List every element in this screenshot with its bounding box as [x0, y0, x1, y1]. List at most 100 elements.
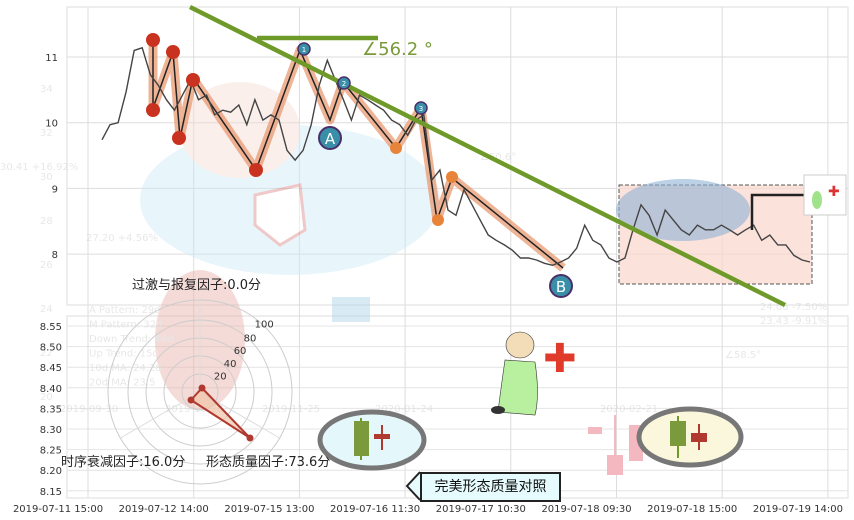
- pattern-marker: [172, 131, 186, 145]
- pattern-marker: [166, 45, 180, 59]
- marker-a: [318, 126, 342, 150]
- pattern-marker: [446, 171, 458, 183]
- legend-entry: 10d MA: 24.28: [89, 363, 162, 374]
- y-tick-label: 9: [52, 184, 58, 195]
- x-tick-label: 2019-07-17 10:30: [436, 504, 526, 515]
- radar-ring-label: 80: [244, 334, 257, 345]
- marker-label: 1: [302, 46, 306, 54]
- candle-green: [354, 421, 369, 456]
- y-tick-label: 8.45: [40, 363, 62, 374]
- watermark-y-tick: 24: [40, 304, 53, 315]
- legend-entry: Up Trend: 15d: [89, 349, 159, 360]
- pattern-marker: [249, 163, 263, 177]
- angle-label: ∠58.5°: [725, 350, 761, 361]
- marker-label: 2: [342, 80, 346, 88]
- level-label: 23.43 -9.91%: [760, 316, 827, 327]
- candle-pink: [588, 427, 602, 434]
- radar-point: [187, 396, 195, 404]
- x-tick-label: 2019-07-18 15:00: [647, 504, 737, 515]
- y-tick-label: 8.35: [40, 404, 62, 415]
- watermark-y-tick: 28: [40, 216, 53, 227]
- actual-pattern-ellipse: [636, 406, 744, 468]
- radar-point: [198, 384, 206, 392]
- marker-label: B: [556, 278, 566, 296]
- candle-green: [670, 421, 686, 446]
- pattern-marker: [390, 142, 402, 154]
- x-tick-label: 2019-07-11 15:00: [13, 504, 103, 515]
- legend-entry: 20d MA: 23.5: [89, 378, 155, 389]
- main-plot-frame: [66, 6, 849, 306]
- x-tick-label: 2019-07-12 14:00: [119, 504, 209, 515]
- mascot-m-badge: [332, 297, 370, 322]
- watermark-y-tick: 20: [40, 392, 53, 403]
- step-arrow: [750, 193, 808, 230]
- x-tick-label: 2019-07-15 13:00: [224, 504, 314, 515]
- radar-polygon: [189, 386, 251, 439]
- watermark-y-tick: 34: [40, 84, 53, 95]
- time-decay-factor: 时序衰减因子:16.0分: [61, 454, 185, 470]
- legend-entry: Down Trend: 46d: [89, 334, 174, 345]
- mini-thumbnail: [803, 174, 847, 216]
- dog-illustration: [491, 331, 538, 416]
- y-tick-label: 8.15: [40, 487, 62, 498]
- y-tick-label: 8.25: [40, 446, 62, 457]
- watermark-y-tick: 30: [40, 172, 53, 183]
- candle-red: [691, 433, 707, 442]
- marker-2: [337, 76, 351, 90]
- trend-angle-label: ∠56.2 °: [362, 39, 433, 60]
- candle-red: [374, 434, 390, 439]
- y-tick-label: 10: [45, 119, 58, 130]
- x-tick-label: 2019-07-16 11:30: [330, 504, 420, 515]
- radar-ring-label: 40: [224, 359, 237, 370]
- price-line: [101, 46, 811, 267]
- mascot-shield: [253, 183, 307, 247]
- pattern-line: [152, 40, 564, 269]
- marker-1: [297, 42, 311, 56]
- pattern-marker: [432, 214, 444, 226]
- level-label: 24.06 -7.50%: [760, 302, 827, 313]
- bone-cross-icon: ✚: [543, 336, 577, 382]
- pattern-marker: [146, 33, 160, 47]
- radar-point: [246, 434, 254, 442]
- ideal-pattern-ellipse: [317, 409, 427, 471]
- marker-b: [549, 274, 573, 298]
- watermark-date: 2020-02-21: [600, 404, 658, 415]
- marker-3: [414, 101, 428, 115]
- overreaction-factor: 过激与报复因子:0.0分: [132, 278, 261, 293]
- x-tick-label: 2019-07-19 14:00: [753, 504, 843, 515]
- trend-line: [188, 4, 787, 308]
- mascot-body: [140, 125, 440, 275]
- y-tick-label: 8.50: [40, 343, 62, 354]
- watermark-y-tick: 26: [40, 260, 53, 271]
- x-tick-label: 2019-07-18 09:30: [541, 504, 631, 515]
- y-tick-label: 8.30: [40, 425, 62, 436]
- watermark-date: 2020-01-24: [375, 404, 433, 415]
- legend-entry: M Pattern: 32d: [89, 320, 162, 331]
- marker-label: 3: [419, 105, 423, 113]
- angle-label: ∠50.6°: [480, 152, 516, 163]
- radar-axis: [120, 391, 201, 439]
- y-tick-label: 8: [52, 250, 58, 261]
- mini-cross-icon: ✚: [828, 184, 840, 200]
- y-tick-label: 11: [45, 53, 58, 64]
- marker-label: A: [325, 130, 336, 148]
- candle-pink: [607, 455, 623, 475]
- radar-ring-label: 100: [255, 320, 274, 331]
- y-tick-label: 8.20: [40, 466, 62, 477]
- y-tick-label: 8.55: [40, 322, 62, 333]
- watermark-date: 2019-09-30: [60, 404, 118, 415]
- highlight-ellipse: [616, 179, 750, 241]
- level-label: 30.41 +16.92%: [0, 162, 78, 173]
- radar-ring-label: 60: [234, 346, 247, 357]
- y-tick-label: 8.40: [40, 384, 62, 395]
- level-label: 27.20 +4.56%: [86, 233, 158, 244]
- pattern-marker: [186, 73, 200, 87]
- numbered-markers: 1 2 3 A B: [297, 42, 573, 298]
- shape-quality-factor: 形态质量因子:73.6分: [206, 455, 330, 470]
- radar-ring-label: 20: [214, 371, 227, 382]
- red-markers: [146, 33, 458, 226]
- watermark-date: 2019-11-25: [262, 404, 320, 415]
